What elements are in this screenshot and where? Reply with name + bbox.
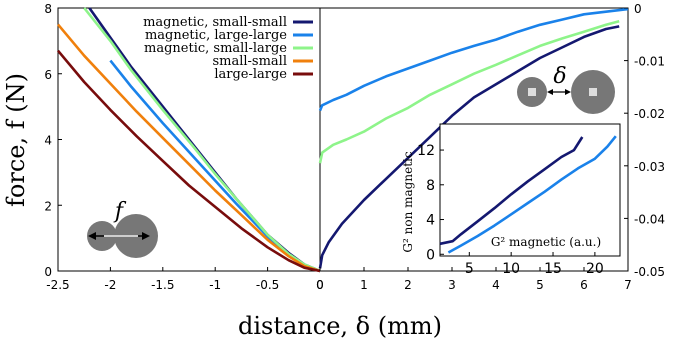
right-series-line-0 <box>318 25 620 269</box>
right-x-tick-label: 7 <box>624 278 632 292</box>
right-x-tick-label: 3 <box>448 278 456 292</box>
inset-y-tick-label: 12 <box>417 143 435 159</box>
right-x-tick-label: 6 <box>580 278 588 292</box>
left-y-tick-label: 6 <box>44 68 52 82</box>
right-x-ticks: 0 1 2 3 4 5 6 7 <box>316 267 632 292</box>
left-x-tick-label: -0.5 <box>256 278 279 292</box>
force-arrowhead-right <box>142 232 150 240</box>
inset-y-label: G² non magnetic <box>401 151 415 252</box>
left-y-tick-label: 0 <box>44 265 52 279</box>
x-axis-label: distance, δ (mm) <box>238 312 442 340</box>
inset-series-group <box>439 135 617 254</box>
inset-x-tick-label: 20 <box>586 261 604 277</box>
inset-x-tick-label: 10 <box>502 261 520 277</box>
right-y-tick-label: -0.04 <box>634 212 665 226</box>
right-x-tick-label: 1 <box>360 278 368 292</box>
inset-x-label: G² magnetic (a.u.) <box>491 235 601 249</box>
right-x-tick-label: 5 <box>536 278 544 292</box>
legend-label: magnetic, small-large <box>144 41 287 56</box>
legend-label: large-large <box>214 67 287 82</box>
left-series-line-2 <box>83 7 321 273</box>
right-series-line-1 <box>318 7 629 112</box>
left-y-tick-label: 2 <box>44 199 52 213</box>
inset-frame <box>439 123 621 257</box>
inset-x-tick-label: 15 <box>544 261 562 277</box>
distance-diagram: δ <box>517 64 615 114</box>
small-disk-core <box>528 88 536 96</box>
legend-label: magnetic, large-large <box>145 28 287 43</box>
right-x-tick-label: 2 <box>404 278 412 292</box>
left-x-tick-label: 0 <box>316 278 324 292</box>
left-x-tick-label: -2 <box>104 278 116 292</box>
distance-arrowhead-right <box>565 89 571 95</box>
inset-series-line-1 <box>447 135 617 254</box>
inset-y-tick-label: 8 <box>426 178 435 194</box>
left-y-tick-label: 8 <box>44 2 52 16</box>
left-x-tick-label: -1.5 <box>151 278 174 292</box>
inset-x-tick-label: 5 <box>465 261 474 277</box>
left-x-tick-label: -2.5 <box>46 278 69 292</box>
right-x-tick-label: 0 <box>316 278 324 292</box>
left-series-group <box>57 7 321 273</box>
left-y-tick-label: 4 <box>44 134 52 148</box>
large-disk-core <box>589 88 597 96</box>
inset-y-tick-label: 4 <box>426 213 435 229</box>
right-y-tick-label: 0 <box>634 2 642 16</box>
y-axis-label: force, f (N) <box>2 73 30 207</box>
force-arrowhead-left <box>88 232 96 240</box>
left-y-ticks: 0 2 4 6 8 <box>44 2 62 279</box>
distance-arrowhead-left <box>547 89 553 95</box>
right-y-ticks: 0 -0.01 -0.02 -0.03 -0.04 -0.05 <box>624 2 665 279</box>
left-series-line-3 <box>57 23 321 273</box>
left-series-line-4 <box>57 49 321 273</box>
right-y-tick-label: -0.01 <box>634 55 665 69</box>
inset-y-tick-label: 0 <box>426 247 435 263</box>
left-x-ticks: -2.5 -2 -1.5 -1 -0.5 0 <box>46 267 324 292</box>
distance-symbol: δ <box>553 64 566 89</box>
right-series-group <box>318 7 629 269</box>
force-diagram: f <box>87 199 158 258</box>
inset-series-line-0 <box>439 136 584 246</box>
legend-label: small-small <box>212 54 287 69</box>
left-x-tick-label: -1 <box>209 278 221 292</box>
right-y-tick-label: -0.05 <box>634 265 665 279</box>
inset-y-ticks: 0 4 8 12 <box>417 143 444 263</box>
inset-x-ticks: 5 10 15 20 <box>465 252 604 277</box>
right-panel-frame <box>319 7 629 272</box>
right-series-line-2 <box>318 19 620 164</box>
legend-label: magnetic, small-small <box>143 15 287 30</box>
right-y-tick-label: -0.03 <box>634 160 665 174</box>
right-y-tick-label: -0.02 <box>634 107 665 121</box>
right-x-tick-label: 4 <box>492 278 500 292</box>
